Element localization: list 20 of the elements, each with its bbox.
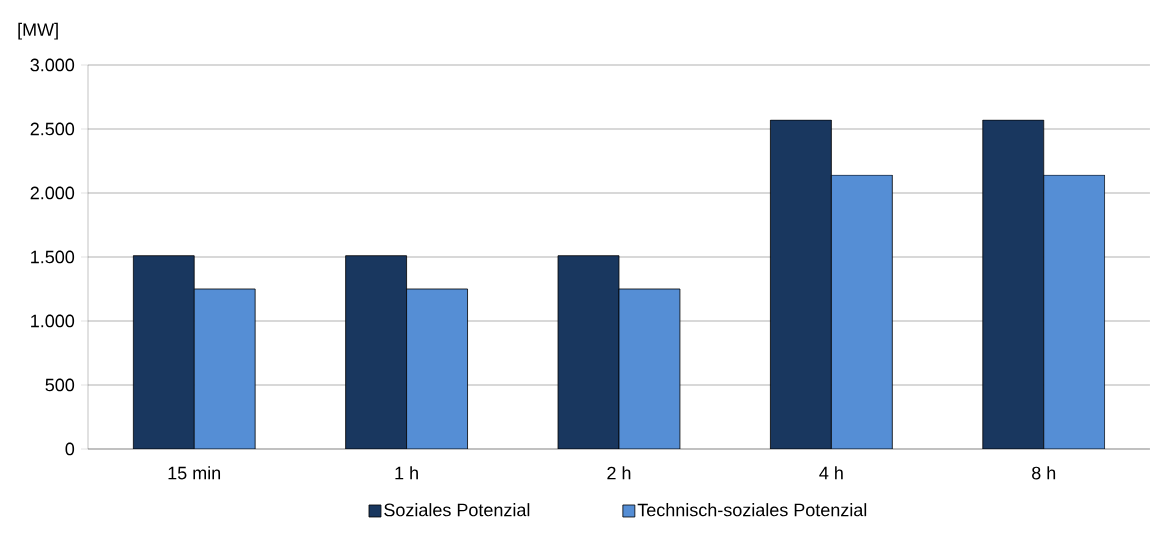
y-tick-label: 2.500: [30, 122, 75, 136]
bar: [345, 255, 407, 449]
x-tick-label: 15 min: [168, 466, 221, 480]
y-tick-label: 1.500: [31, 250, 75, 264]
legend-label: Technisch-soziales Potenzial: [637, 503, 867, 517]
x-tick-label: 1 h: [395, 466, 418, 480]
y-tick-label: 500: [45, 378, 75, 392]
bar: [132, 255, 195, 449]
y-axis-title: [MW]: [18, 22, 58, 40]
x-tick-label: 4 h: [819, 466, 843, 480]
bar: [557, 255, 620, 449]
y-tick-label: 1.000: [31, 314, 75, 328]
legend-label: Soziales Potenzial: [384, 503, 530, 517]
y-tick-label: 2.000: [30, 186, 75, 200]
y-tick-label: 3.000: [30, 58, 75, 72]
y-tick-label: 0: [65, 442, 75, 456]
x-tick-label: 2 h: [607, 466, 631, 480]
x-tick-label: 8 h: [1032, 466, 1056, 480]
bar: [770, 119, 832, 449]
bar: [982, 119, 1045, 449]
